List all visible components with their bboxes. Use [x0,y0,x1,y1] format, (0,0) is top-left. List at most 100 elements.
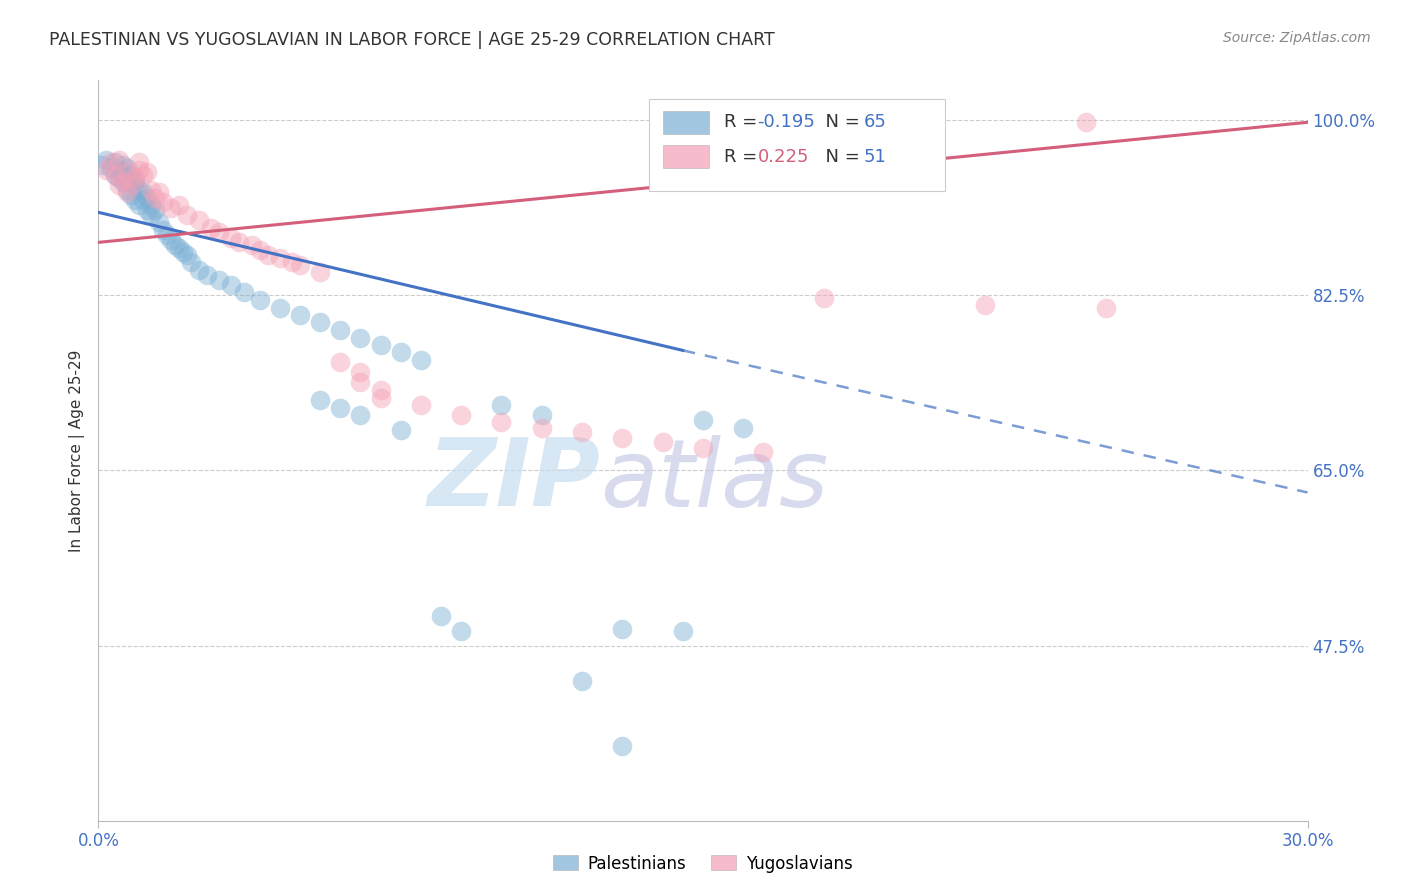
Point [281,255,304,269]
Point [329,323,352,337]
Point [91,158,114,172]
Point [96,153,118,168]
Text: 0.225: 0.225 [758,147,808,166]
Point [240,238,263,252]
Point [135,191,157,205]
Point [269,301,291,316]
Point [450,624,472,638]
Point [309,393,332,408]
Point [120,175,142,189]
Point [167,241,190,255]
Point [309,265,332,279]
Point [430,608,453,623]
Point [1095,301,1118,316]
Point [249,244,271,258]
Point [256,248,278,262]
Point [208,273,231,287]
Text: R =: R = [724,113,762,131]
Point [228,235,250,250]
Point [974,298,997,312]
Point [813,292,835,306]
Point [100,161,122,176]
Point [103,155,125,169]
Point [176,248,198,262]
Point [128,183,150,197]
Point [128,163,150,178]
Point [349,376,371,390]
Text: Source: ZipAtlas.com: Source: ZipAtlas.com [1223,31,1371,45]
Point [115,186,138,200]
Point [120,169,142,183]
Point [156,228,179,243]
Point [349,366,371,380]
Point [349,331,371,345]
Point [612,622,634,636]
Point [103,169,125,183]
Point [160,202,183,216]
Point [232,285,254,300]
Point [752,445,775,459]
Point [176,208,198,222]
Point [491,399,513,413]
Text: N =: N = [814,113,866,131]
Point [115,171,138,186]
Point [249,293,271,308]
Point [288,259,311,273]
Point [132,186,155,200]
Point [651,435,673,450]
FancyBboxPatch shape [664,112,709,134]
Point [389,424,412,438]
Point [530,421,553,435]
Point [329,355,352,369]
Point [135,165,157,179]
Point [221,278,243,293]
Point [188,213,211,227]
Point [672,624,695,638]
Point [124,171,146,186]
Point [107,178,129,193]
Point [128,198,150,212]
Point [148,186,170,200]
Point [107,163,129,178]
Point [349,409,371,423]
Point [111,158,134,172]
Point [124,178,146,193]
Point [96,163,118,178]
Point [139,208,162,222]
Point [167,198,190,212]
FancyBboxPatch shape [664,145,709,168]
Point [409,399,432,413]
Point [115,161,138,176]
Point [111,175,134,189]
Text: 51: 51 [863,147,887,166]
Text: PALESTINIAN VS YUGOSLAVIAN IN LABOR FORCE | AGE 25-29 CORRELATION CHART: PALESTINIAN VS YUGOSLAVIAN IN LABOR FORC… [49,31,775,49]
Point [612,432,634,446]
Point [370,392,392,406]
Point [100,155,122,169]
Point [103,169,125,183]
Point [188,263,211,277]
Point [172,245,194,260]
Point [692,413,714,427]
Point [107,153,129,168]
Point [115,165,138,179]
Point [111,165,134,179]
Text: R =: R = [724,147,762,166]
Point [530,409,553,423]
Point [612,739,634,753]
Point [370,384,392,398]
Point [107,171,129,186]
Y-axis label: In Labor Force | Age 25-29: In Labor Force | Age 25-29 [69,350,84,551]
Point [139,198,162,212]
Point [409,353,432,368]
Point [269,252,291,266]
Point [115,183,138,197]
Point [132,169,155,183]
Point [124,173,146,187]
Point [450,409,472,423]
Point [370,338,392,352]
Point [733,421,755,435]
Point [139,183,162,197]
Point [152,223,174,237]
Point [491,416,513,430]
